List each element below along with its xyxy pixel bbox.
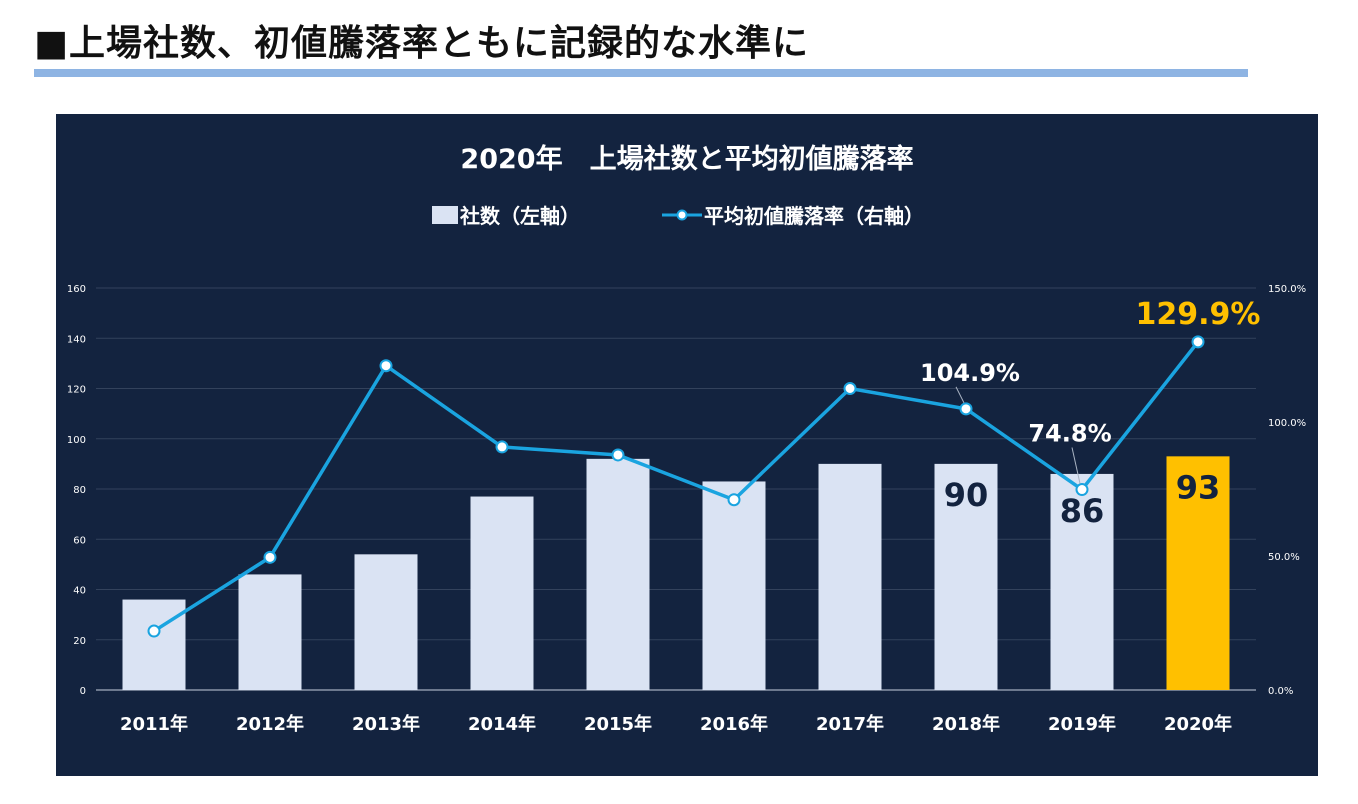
left-tick-label: 100 [67, 435, 86, 446]
right-tick-label: 0.0% [1268, 686, 1293, 697]
x-tick-label: 2016年 [700, 713, 768, 735]
left-tick-label: 80 [73, 485, 86, 496]
line-point [1191, 335, 1205, 349]
left-tick-label: 160 [67, 284, 86, 295]
bar [586, 458, 650, 690]
line-value-label: 129.9% [1136, 297, 1261, 332]
x-axis: 2011年 2012年 2013年 2014年 2015年 2016年 2017年 2018年… [120, 713, 1232, 735]
label-leader [955, 386, 965, 404]
heading-rule [34, 69, 1248, 77]
line-point [843, 382, 857, 395]
left-tick-label: 60 [73, 535, 86, 546]
bar [1166, 456, 1230, 690]
line-value-label: 104.9% [920, 359, 1020, 387]
x-tick-label: 2018年 [932, 713, 1000, 735]
line-point [263, 550, 277, 564]
right-axis: 0.0% 50.0% 100.0% 150.0% [1268, 284, 1306, 697]
left-tick-label: 0 [80, 686, 86, 697]
line-path [153, 340, 1200, 633]
right-tick-label: 100.0% [1268, 418, 1306, 429]
left-tick-label: 40 [73, 586, 86, 597]
line-point [727, 493, 741, 507]
line-point [611, 448, 625, 462]
line-point [1075, 483, 1089, 497]
legend-line-label: 平均初値騰落率（右軸） [704, 204, 924, 228]
page-heading: ■上場社数、初値騰落率ともに記録的な水準に [34, 23, 810, 64]
legend-bar-label: 社数（左軸） [459, 204, 580, 228]
x-tick-label: 2011年 [120, 713, 188, 735]
x-tick-label: 2020年 [1164, 713, 1232, 735]
line-point [959, 402, 973, 416]
right-tick-label: 50.0% [1268, 552, 1300, 563]
x-tick-label: 2013年 [352, 713, 420, 735]
line-point [495, 440, 509, 454]
data-labels: 90 86 93 104.9% 74.8% 129.9% [920, 297, 1260, 530]
line-series [147, 335, 1205, 638]
legend-line-marker [676, 209, 688, 221]
left-tick-label: 20 [73, 636, 86, 647]
left-tick-label: 140 [67, 334, 86, 345]
chart-panel: 2020年 上場社数と平均初値騰落率 社数（左軸） 平均初値騰落率（右軸） 0 20… [56, 114, 1318, 776]
x-tick-label: 2015年 [584, 713, 652, 735]
line-point [379, 359, 393, 373]
bar [122, 599, 186, 690]
bar-value-label: 90 [944, 476, 989, 514]
x-tick-label: 2012年 [236, 713, 304, 735]
right-tick-label: 150.0% [1268, 284, 1306, 295]
legend-bar-swatch [432, 206, 458, 224]
line-point [147, 624, 161, 638]
bar [470, 496, 534, 690]
bar-value-label: 86 [1060, 492, 1105, 530]
chart-svg: 2020年 上場社数と平均初値騰落率 社数（左軸） 平均初値騰落率（右軸） 0 20… [67, 143, 1306, 735]
bar [354, 554, 418, 690]
bar-series [122, 456, 1230, 690]
bar [238, 574, 302, 690]
bar [934, 463, 998, 690]
left-axis: 0 20 40 60 80 100 120 140 160 [67, 284, 86, 697]
bar [1050, 473, 1114, 690]
x-tick-label: 2019年 [1048, 713, 1116, 735]
left-tick-label: 120 [67, 385, 86, 396]
x-tick-label: 2017年 [816, 713, 884, 735]
label-leader [1071, 447, 1081, 484]
bar [702, 481, 766, 690]
chart-legend: 社数（左軸） 平均初値騰落率（右軸） [432, 204, 924, 228]
line-value-label: 74.8% [1028, 420, 1111, 448]
bar [818, 463, 882, 690]
chart-title: 2020年 上場社数と平均初値騰落率 [460, 143, 913, 175]
x-tick-label: 2014年 [468, 713, 536, 735]
bar-value-label: 93 [1176, 468, 1221, 506]
